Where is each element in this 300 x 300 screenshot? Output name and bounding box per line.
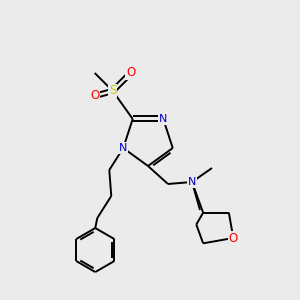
Text: N: N bbox=[159, 114, 167, 124]
Text: N: N bbox=[188, 177, 196, 187]
Text: O: O bbox=[90, 89, 99, 103]
Text: N: N bbox=[119, 143, 128, 153]
Text: O: O bbox=[229, 232, 238, 244]
Text: O: O bbox=[126, 67, 135, 80]
Text: S: S bbox=[109, 85, 116, 98]
